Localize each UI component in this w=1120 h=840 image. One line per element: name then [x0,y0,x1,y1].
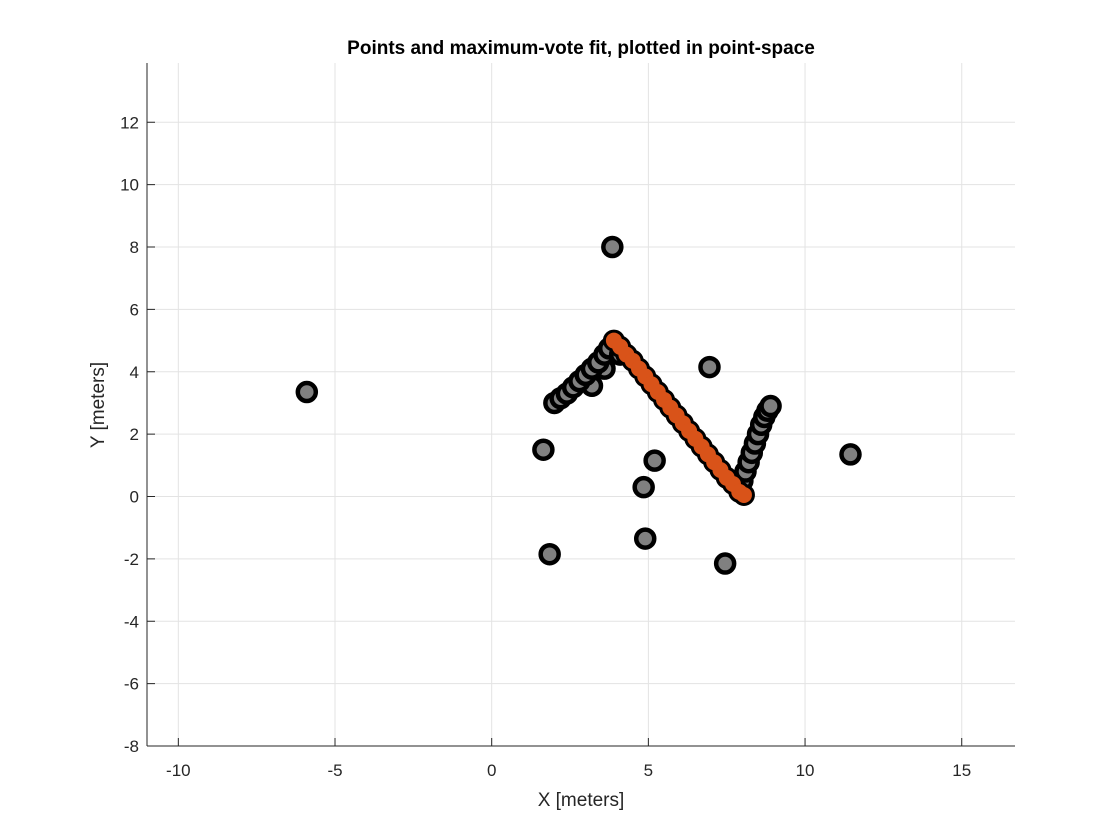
data-point [759,394,782,418]
y-tick-label: -2 [124,550,139,569]
fit-point-fill [735,486,752,503]
y-tick-label: -8 [124,737,139,756]
data-point [713,552,737,575]
x-tick-label: 0 [487,761,496,780]
y-tick-label: 0 [130,488,139,507]
y-axis-label: Y [meters] [88,362,109,448]
x-tick-label: 10 [796,761,815,780]
data-point [643,449,666,472]
x-tick-label: -5 [327,761,342,780]
data-point [633,527,657,550]
y-tick-label: 12 [120,113,139,132]
data-point [532,438,555,461]
x-tick-label: 5 [644,761,653,780]
x-axis-ticks: -10 -5 0 5 10 15 [166,738,971,780]
y-tick-label: 2 [130,425,139,444]
data-point [601,235,624,259]
data-point [295,380,319,404]
data-point [839,443,862,466]
y-tick-label: -6 [124,675,139,694]
chart-title: Points and maximum-vote fit, plotted in … [347,38,815,59]
y-axis-ticks: -8 -6 -4 -2 0 2 4 6 8 10 12 [120,113,155,756]
y-tick-label: 6 [130,300,139,319]
x-axis-label: X [meters] [538,790,625,811]
x-tick-label: 15 [952,761,971,780]
axes [146,63,1015,747]
y-tick-label: 8 [130,238,139,257]
y-tick-label: 10 [120,176,139,195]
grid-lines [147,63,1015,747]
x-tick-label: -10 [166,761,191,780]
data-point [538,542,561,566]
data-point [632,475,655,499]
data-point [698,355,721,379]
y-tick-label: -4 [124,612,139,631]
data-points [295,235,862,575]
y-tick-label: 4 [130,363,139,382]
